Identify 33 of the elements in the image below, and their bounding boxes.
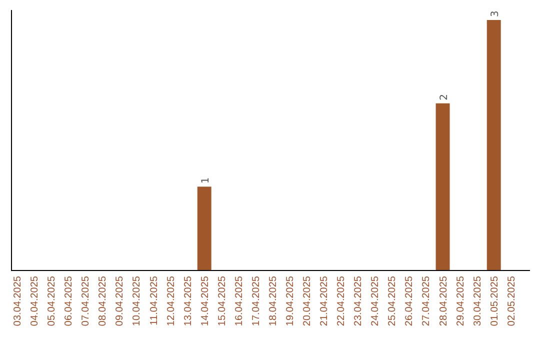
x-tick-label: 21.04.2025 [319, 276, 330, 326]
x-tick-label: 04.04.2025 [30, 276, 41, 326]
x-tick-label: 29.04.2025 [455, 276, 466, 326]
x-tick-label: 12.04.2025 [166, 276, 177, 326]
x-tick-label: 10.04.2025 [132, 276, 143, 326]
data-label: 1 [200, 177, 212, 184]
x-tick-label: 20.04.2025 [302, 276, 314, 326]
x-tick-label: 15.04.2025 [216, 276, 228, 326]
x-tick-label: 23.04.2025 [353, 276, 364, 326]
x-tick-label: 22.04.2025 [336, 276, 348, 326]
x-tick-label: 08.04.2025 [98, 276, 109, 326]
x-tick-label: 16.04.2025 [234, 276, 245, 326]
x-tick-label: 02.05.2025 [506, 276, 518, 326]
x-tick-label: 07.04.2025 [80, 276, 92, 326]
x-tick-label: 26.04.2025 [404, 276, 416, 326]
x-tick-label: 14.04.2025 [200, 276, 211, 326]
x-tick-label: 11.04.2025 [148, 276, 160, 326]
x-tick-label: 24.04.2025 [370, 276, 382, 326]
x-tick-label: 27.04.2025 [421, 276, 432, 326]
x-tick-label: 09.04.2025 [114, 276, 126, 326]
x-tick-label: 13.04.2025 [182, 276, 194, 326]
x-tick-label: 18.04.2025 [268, 276, 279, 326]
x-tick-label: 30.04.2025 [472, 276, 484, 326]
data-label: 3 [490, 10, 501, 17]
x-tick-label: 28.04.2025 [438, 276, 450, 326]
x-tick-label: 06.04.2025 [64, 276, 75, 326]
x-tick-label: 05.04.2025 [46, 276, 58, 326]
x-tick-label: 19.04.2025 [284, 276, 296, 326]
data-label: 2 [438, 94, 450, 100]
x-tick-label: 01.05.2025 [489, 276, 500, 326]
x-tick-label: 25.04.2025 [387, 276, 398, 326]
x-tick-label: 03.04.2025 [12, 276, 24, 326]
x-tick-label: 17.04.2025 [250, 276, 262, 326]
